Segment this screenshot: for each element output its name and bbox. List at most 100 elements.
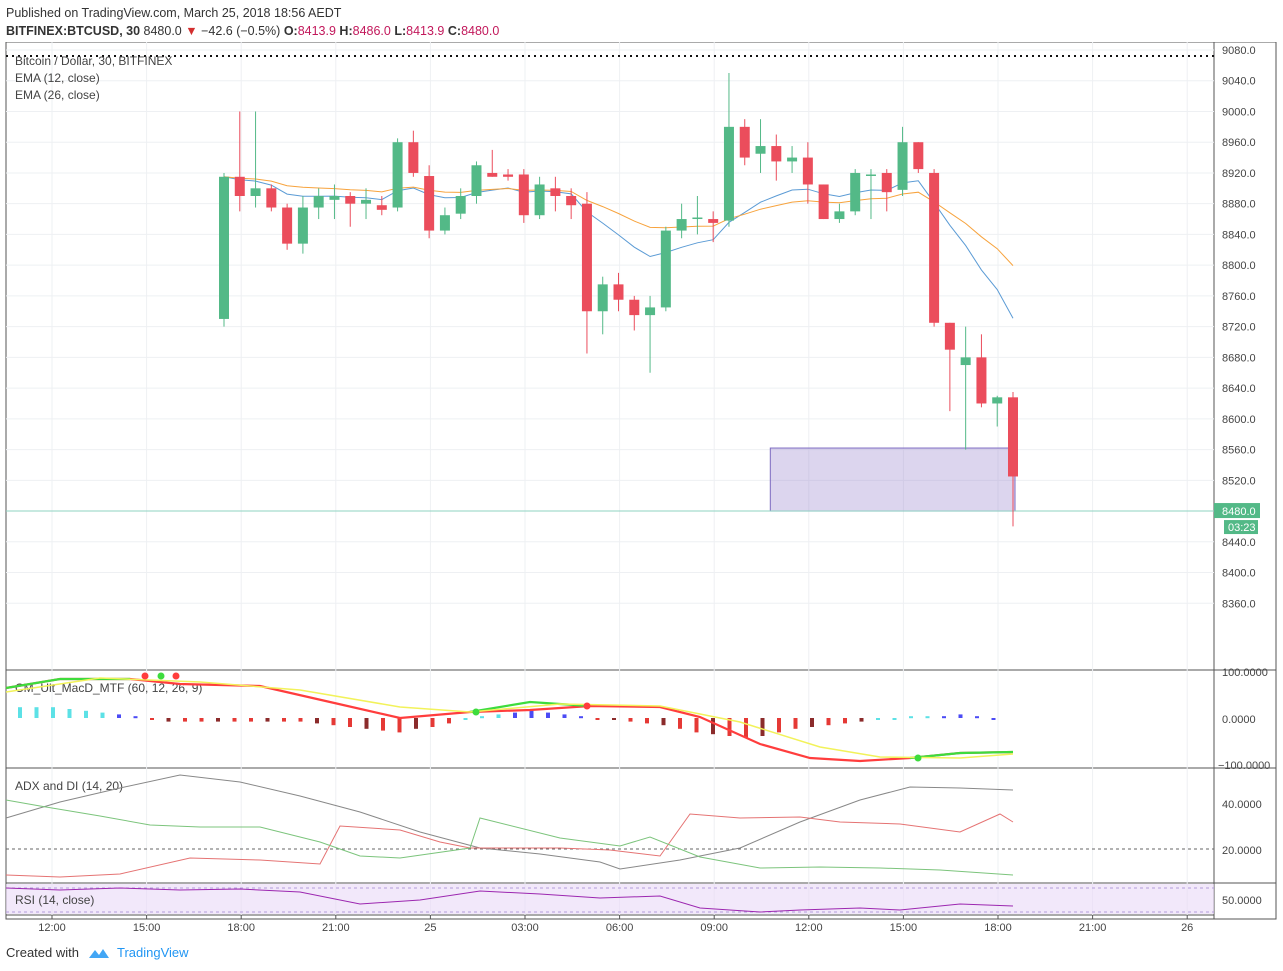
rsi-label: RSI (14, close) xyxy=(15,893,94,907)
candle-body xyxy=(976,357,987,404)
brand-link[interactable]: TradingView xyxy=(116,945,189,960)
chart-title: Bitcoin / Dollar, 30, BITFINEX xyxy=(15,54,172,68)
time-tick: 18:00 xyxy=(227,922,255,934)
candle-body xyxy=(818,184,829,220)
rsi-band xyxy=(6,884,1214,914)
close-label: C: xyxy=(447,24,462,38)
macd-bar xyxy=(777,718,781,733)
macd-tick-0: 0.0000 xyxy=(1222,714,1256,726)
price-tick: 9040.0 xyxy=(1222,76,1256,88)
macd-cross-dots xyxy=(141,672,922,762)
macd-bar xyxy=(711,718,715,735)
time-tick: 25 xyxy=(424,922,436,934)
candle-body xyxy=(723,126,734,221)
candle-body xyxy=(597,284,608,312)
price-tick: 8600.0 xyxy=(1222,414,1256,426)
macd-bar xyxy=(843,718,847,724)
macd-bar xyxy=(232,718,237,722)
macd-dot xyxy=(583,702,591,710)
time-tick: 03:00 xyxy=(511,922,539,934)
macd-bar xyxy=(579,716,583,719)
price-tick: 8920.0 xyxy=(1222,168,1256,180)
footer: Created with TradingView xyxy=(6,944,189,962)
macd-signal-line xyxy=(5,677,1014,759)
legend-ema12: EMA (12, close) xyxy=(15,71,100,85)
candles[interactable] xyxy=(219,73,1018,527)
candle-body xyxy=(960,357,971,366)
macd-bar xyxy=(810,718,814,727)
time-tick: 06:00 xyxy=(606,922,634,934)
candle-body xyxy=(361,199,372,204)
candle-body xyxy=(266,188,277,208)
time-axis: 12:00 15:00 18:00 21:00 25 03:00 06:00 09:00 12:… xyxy=(38,915,1193,934)
macd-bar xyxy=(480,716,484,719)
range-box[interactable] xyxy=(769,447,1016,512)
last-price: 8480.0 xyxy=(143,24,182,38)
macd-bar xyxy=(199,718,204,722)
macd-bar xyxy=(909,716,913,719)
candle-body xyxy=(771,146,782,162)
close-value: 8480.0 xyxy=(461,24,500,38)
candle-body xyxy=(913,142,924,170)
symbol-line: BITFINEX:BTCUSD, 30 8480.0 ▼ −42.6 (−0.5… xyxy=(6,22,499,40)
chart-area[interactable]: 9080.0 9040.0 9000.0 8960.0 8920.0 8880.0 8840… xyxy=(0,42,1283,942)
candle-body xyxy=(787,157,798,162)
macd-bar xyxy=(744,718,748,738)
candle-body xyxy=(850,172,861,212)
macd-bar xyxy=(760,718,765,736)
macd-tick-100: 100.0000 xyxy=(1222,667,1268,679)
candle-body xyxy=(392,142,403,208)
open-value: 8413.9 xyxy=(297,24,336,38)
di-minus-line xyxy=(5,799,1014,876)
low-label: L: xyxy=(394,24,407,38)
macd-label: CM_Ult_MacD_MTF (60, 12, 26, 9) xyxy=(15,681,202,695)
macd-tick-minus100: −100.0000 xyxy=(1218,760,1270,772)
candle-body xyxy=(660,230,671,308)
candle-body xyxy=(739,126,750,158)
candle-body xyxy=(376,205,387,210)
macd-bar xyxy=(991,718,996,720)
macd-bar xyxy=(447,718,451,724)
macd-bar xyxy=(348,718,352,727)
macd-dot xyxy=(472,708,480,716)
macd-dot xyxy=(172,672,180,680)
price-tick: 8880.0 xyxy=(1222,199,1256,211)
chart-header: Published on TradingView.com, March 25, … xyxy=(6,4,499,40)
time-tick: 15:00 xyxy=(890,922,918,934)
candle-body xyxy=(313,196,324,208)
macd-bar xyxy=(612,718,616,720)
adx-line xyxy=(5,774,1014,870)
di-plus-line xyxy=(5,813,1014,878)
price-tick: 8800.0 xyxy=(1222,260,1256,272)
macd-bar xyxy=(463,718,468,720)
candle-body xyxy=(581,203,592,312)
candle-body xyxy=(424,176,435,231)
macd-bar xyxy=(975,716,979,719)
time-tick: 09:00 xyxy=(700,922,728,934)
macd-bar xyxy=(529,710,534,718)
candle-body xyxy=(802,157,813,185)
candle-body xyxy=(755,146,766,154)
macd-bar xyxy=(661,718,666,726)
candle-body xyxy=(471,165,482,196)
macd-bar xyxy=(546,712,550,718)
candle-body xyxy=(865,174,876,176)
candle-body xyxy=(234,176,245,196)
price-tick: 8960.0 xyxy=(1222,137,1256,149)
candle-body xyxy=(897,142,908,190)
adx-tick-40: 40.0000 xyxy=(1222,799,1262,811)
candle-body xyxy=(676,219,687,231)
macd-bar xyxy=(793,718,798,729)
down-arrow-icon: ▼ xyxy=(185,24,198,38)
adx-label: ADX and DI (14, 20) xyxy=(15,779,123,793)
price-label: 8480.0 xyxy=(1222,506,1256,518)
candle-body xyxy=(503,174,514,177)
macd-bar xyxy=(331,718,336,726)
candle-body xyxy=(629,299,640,316)
macd-bar xyxy=(942,716,946,719)
macd-bar xyxy=(562,714,567,718)
macd-bar xyxy=(133,716,138,719)
candle-body xyxy=(550,188,561,196)
candle-body xyxy=(345,196,356,204)
time-tick: 12:00 xyxy=(38,922,66,934)
